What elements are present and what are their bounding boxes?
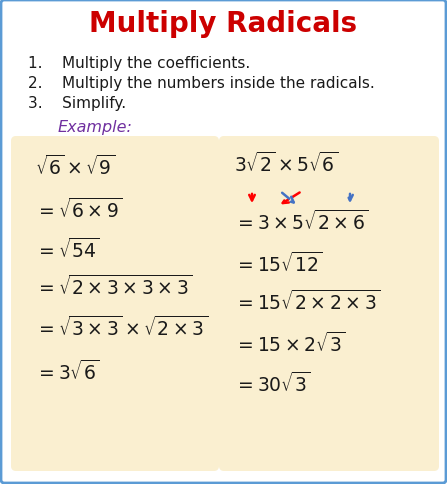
- Text: Example:: Example:: [58, 120, 133, 135]
- Text: Multiply Radicals: Multiply Radicals: [89, 10, 357, 38]
- Text: $=\sqrt{2\times3\times3\times3}$: $=\sqrt{2\times3\times3\times3}$: [35, 274, 193, 299]
- Text: $=15\sqrt{12}$: $=15\sqrt{12}$: [234, 252, 322, 276]
- Text: 1.    Multiply the coefficients.: 1. Multiply the coefficients.: [28, 56, 250, 71]
- Text: $=3\sqrt{6}$: $=3\sqrt{6}$: [35, 359, 100, 383]
- FancyBboxPatch shape: [219, 136, 439, 471]
- Text: $3\sqrt{2}\times5\sqrt{6}$: $3\sqrt{2}\times5\sqrt{6}$: [234, 151, 338, 176]
- FancyBboxPatch shape: [11, 136, 219, 471]
- Text: $=3\times5\sqrt{2\times6}$: $=3\times5\sqrt{2\times6}$: [234, 210, 368, 234]
- Text: $=\sqrt{3\times3}\times\sqrt{2\times3}$: $=\sqrt{3\times3}\times\sqrt{2\times3}$: [35, 316, 208, 339]
- Text: 2.    Multiply the numbers inside the radicals.: 2. Multiply the numbers inside the radic…: [28, 76, 375, 91]
- Text: $=\sqrt{54}$: $=\sqrt{54}$: [35, 238, 100, 262]
- Text: 3.    Simplify.: 3. Simplify.: [28, 96, 126, 111]
- Text: $=15\sqrt{2\times2\times3}$: $=15\sqrt{2\times2\times3}$: [234, 289, 380, 314]
- Text: $\sqrt{6}\times\sqrt{9}$: $\sqrt{6}\times\sqrt{9}$: [35, 155, 115, 179]
- Text: $=15\times2\sqrt{3}$: $=15\times2\sqrt{3}$: [234, 332, 346, 355]
- Text: $=\sqrt{6\times9}$: $=\sqrt{6\times9}$: [35, 197, 122, 222]
- Text: $=30\sqrt{3}$: $=30\sqrt{3}$: [234, 371, 311, 395]
